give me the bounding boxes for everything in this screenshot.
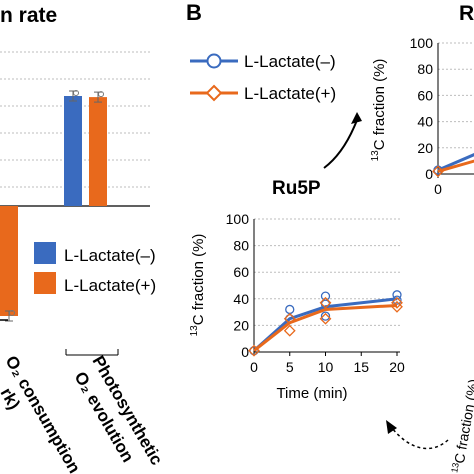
y-tick-label: 100 [410, 35, 434, 51]
inset-line-chart: 0 20 40 60 80 100 0 13C fraction (%) [370, 35, 474, 197]
data-point-l-lactate [391, 300, 403, 313]
data-point-l-lactate [391, 296, 403, 309]
dashed-arrow [391, 427, 449, 450]
legend-swatch-lactate-minus [34, 242, 56, 264]
x-tick-label: 10 [318, 359, 334, 375]
legend-marker-lactate-plus [205, 84, 223, 102]
legend-label-lactate-plus: L-Lactate(+) [64, 276, 156, 295]
y-tick-label: 40 [417, 114, 433, 130]
series-line-l-lactate [253, 303, 398, 352]
ru5p-series [248, 290, 403, 357]
x-tick-label: 5 [286, 359, 294, 375]
y-tick-label: 40 [233, 291, 249, 307]
arrow-to-inset-head [351, 112, 362, 124]
x-tick-label: 15 [353, 359, 369, 375]
x-tick-label: 0 [250, 359, 258, 375]
y-tick-label: 80 [233, 238, 249, 254]
inset-y-axis-label: 13C fraction (%) [370, 59, 388, 162]
data-point-l-lactate [432, 165, 444, 178]
series-line-l-lactate [437, 159, 474, 173]
panel-a-gridlines [0, 51, 150, 188]
y-tick-label: 20 [417, 140, 433, 156]
data-point-l-lactate [249, 346, 259, 356]
panel-b-letter: B [186, 0, 202, 25]
data-point-l-lactate [248, 344, 260, 357]
y-tick-label: 0 [241, 344, 249, 360]
bar-l-lactate-photosynthetic-o-evolution [64, 96, 82, 206]
panel-a: n rate L-Lactate(–) L-Lactate(+) O₂ cons… [0, 4, 166, 474]
panel-b-legend: L-Lactate(–) L-Lactate(+) [190, 52, 336, 103]
panel-a-bars [0, 90, 107, 322]
ru5p-x-tick-labels: 0 5 10 15 20 [250, 359, 405, 375]
y-tick-label: 20 [233, 317, 249, 333]
inset-x-tick-labels: 0 [434, 181, 442, 197]
arrow-to-inset [323, 119, 358, 169]
inset-y-tick-labels: 0 20 40 60 80 100 [410, 35, 434, 182]
legend-swatch-lactate-plus [34, 272, 56, 294]
ru5p-x-axis-label: Time (min) [276, 385, 347, 402]
y-tick-label: 60 [417, 87, 433, 103]
ru5p-y-tick-labels: 0 20 40 60 80 100 [226, 211, 250, 360]
ru5p-y-axis-label: 13C fraction (%) [189, 234, 207, 337]
data-point-l-lactate [392, 290, 402, 300]
xlabel-o2-consumption-tail: rk) [0, 385, 24, 413]
metabolite-label-ru5p: Ru5P [272, 178, 321, 199]
y-tick-label: 0 [425, 166, 433, 182]
series-line-l-lactate [437, 153, 474, 172]
xlabel-o2-consumption: O₂ consumption [2, 353, 85, 474]
dashed-arrow-head [386, 420, 397, 434]
legend-marker-lactate-minus [206, 53, 222, 69]
bar-l-lactate-photosynthetic-o-evolution [89, 97, 107, 206]
x-tick-label: 20 [389, 359, 405, 375]
data-point-l-lactate [320, 291, 331, 301]
panel-b: B Ru L-Lactate(–) L-Lactate(+) Ru5P 0 20 4… [186, 0, 474, 474]
data-point-l-lactate [392, 295, 402, 305]
panel-b-partial-label: Ru [459, 2, 474, 25]
replicate-point [98, 91, 104, 98]
panel-a-category-brackets [0, 319, 119, 356]
data-point-l-lactate [319, 312, 332, 325]
data-point-l-lactate [283, 312, 296, 325]
data-point-l-lactate [285, 304, 295, 315]
ru5p-line-chart: 0 20 40 60 80 100 0 5 10 15 20 Time (min) 13C fra… [189, 211, 405, 402]
y-tick-label: 80 [417, 61, 433, 77]
panel-a-legend: L-Lactate(–) L-Lactate(+) [34, 242, 156, 295]
cropped-y-axis-label: 13C fraction (%) [449, 378, 474, 474]
data-point-l-lactate [283, 324, 296, 337]
inset-series [432, 153, 474, 178]
panel-a-title: n rate [0, 4, 57, 27]
replicate-point [9, 310, 15, 316]
y-tick-label: 100 [226, 211, 250, 227]
bar-l-lactate-o-consumption [0, 206, 18, 316]
data-point-l-lactate [320, 311, 331, 321]
y-tick-label: 60 [233, 264, 249, 280]
legend-label-lactate-minus: L-Lactate(–) [64, 246, 156, 265]
inset-gridlines [437, 42, 474, 178]
replicate-point [73, 90, 79, 96]
series-line-l-lactate [253, 297, 398, 352]
data-point-l-lactate [319, 296, 332, 309]
x-tick-label: 0 [434, 181, 442, 197]
legend-label-lactate-plus: L-Lactate(+) [244, 84, 336, 103]
legend-label-lactate-minus: L-Lactate(–) [244, 52, 336, 71]
